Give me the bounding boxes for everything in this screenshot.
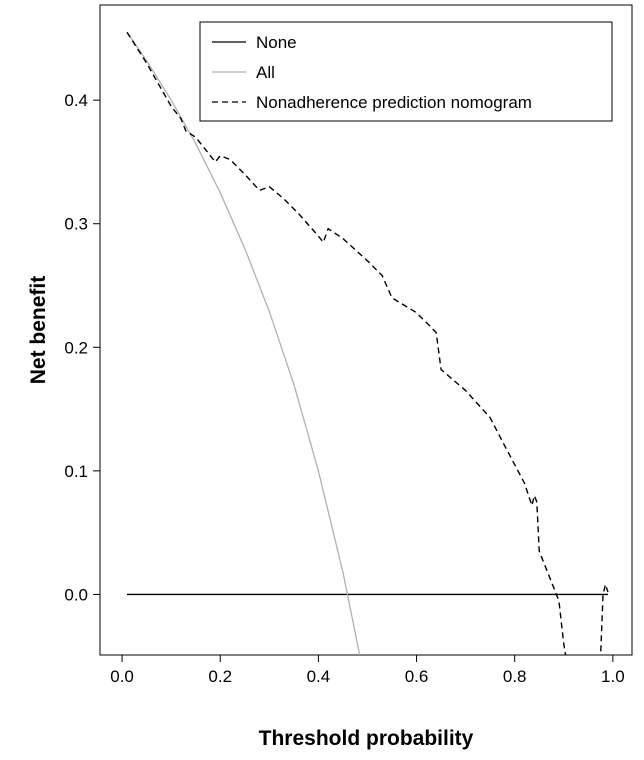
legend-label: All [256, 63, 275, 82]
series-line [126, 31, 361, 655]
y-axis-label: Net benefit [27, 276, 50, 385]
legend-label: None [256, 33, 297, 52]
y-tick-label: 0.4 [64, 91, 88, 110]
legend-box [199, 21, 613, 122]
y-tick-label: 0.2 [64, 338, 88, 357]
plot-frame [99, 4, 633, 656]
legend-label: Nonadherence prediction nomogram [256, 93, 532, 112]
y-tick-label: 0.1 [64, 462, 88, 481]
y-tick-label: 0.0 [64, 585, 88, 604]
x-tick-label: 0.2 [208, 667, 232, 686]
x-tick-label: 0.6 [405, 667, 429, 686]
x-tick-label: 1.0 [601, 667, 625, 686]
x-tick-label: 0.4 [307, 667, 331, 686]
x-axis-label: Threshold probability [259, 727, 474, 750]
x-tick-label: 0.8 [503, 667, 527, 686]
series-line [126, 31, 609, 655]
x-tick-label: 0.0 [110, 667, 134, 686]
y-tick-label: 0.3 [64, 215, 88, 234]
plot-area [126, 31, 609, 655]
